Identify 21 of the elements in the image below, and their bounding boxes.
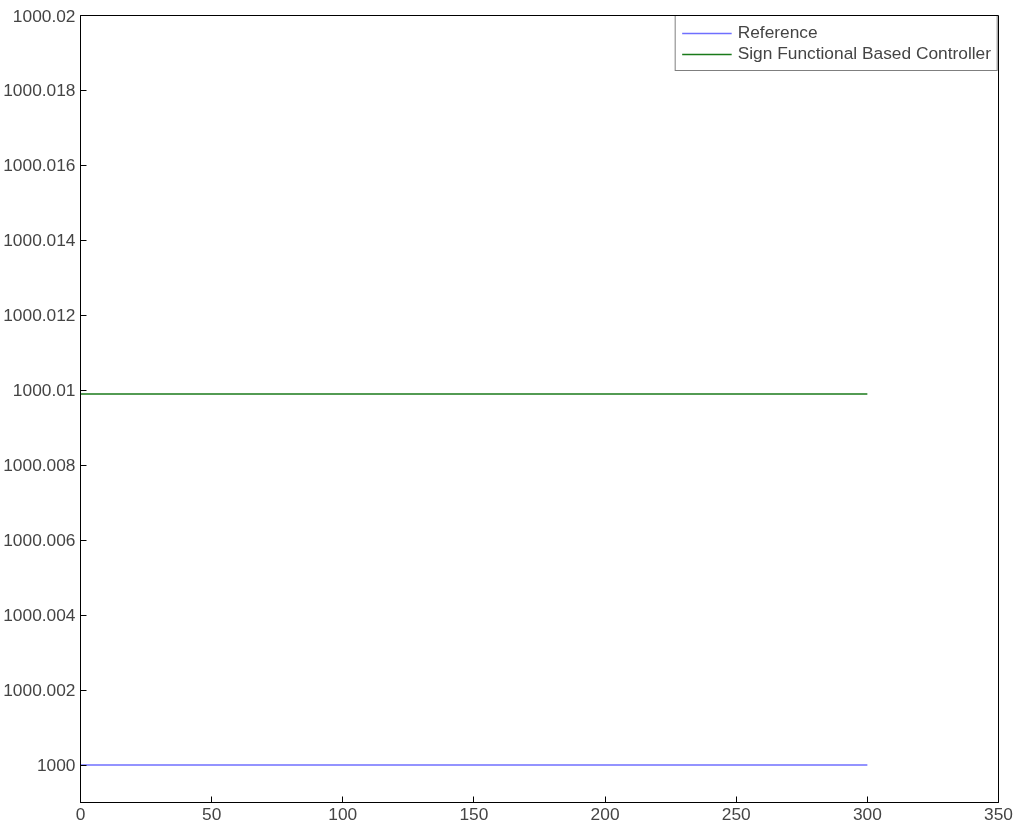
x-tick-label: 100 <box>328 803 358 822</box>
y-tick-label: 1000.002 <box>3 680 76 701</box>
x-tick-label: 350 <box>984 803 1013 822</box>
y-tick-label: 1000.006 <box>3 530 76 551</box>
y-tick-label: 1000.008 <box>3 455 76 476</box>
x-tick-label: 50 <box>202 803 222 822</box>
y-tick-label: 1000.018 <box>3 80 76 101</box>
y-tick-label: 1000.004 <box>3 605 76 626</box>
y-tick-label: 1000.016 <box>3 155 76 176</box>
x-tick-label: 0 <box>75 803 86 822</box>
y-tick-label: 1000.012 <box>3 305 76 326</box>
legend-label: Sign Functional Based Controller <box>737 43 991 64</box>
y-tick-label: 1000.01 <box>12 380 76 401</box>
y-tick-label: 1000 <box>36 755 76 776</box>
x-tick-label: 250 <box>721 803 751 822</box>
x-tick-label: 150 <box>459 803 489 822</box>
legend-label: Reference <box>737 22 818 43</box>
x-tick-label: 200 <box>590 803 620 822</box>
y-tick-label: 1000.014 <box>3 230 76 251</box>
y-tick-label: 1000.02 <box>12 5 76 26</box>
x-tick-label: 300 <box>852 803 882 822</box>
